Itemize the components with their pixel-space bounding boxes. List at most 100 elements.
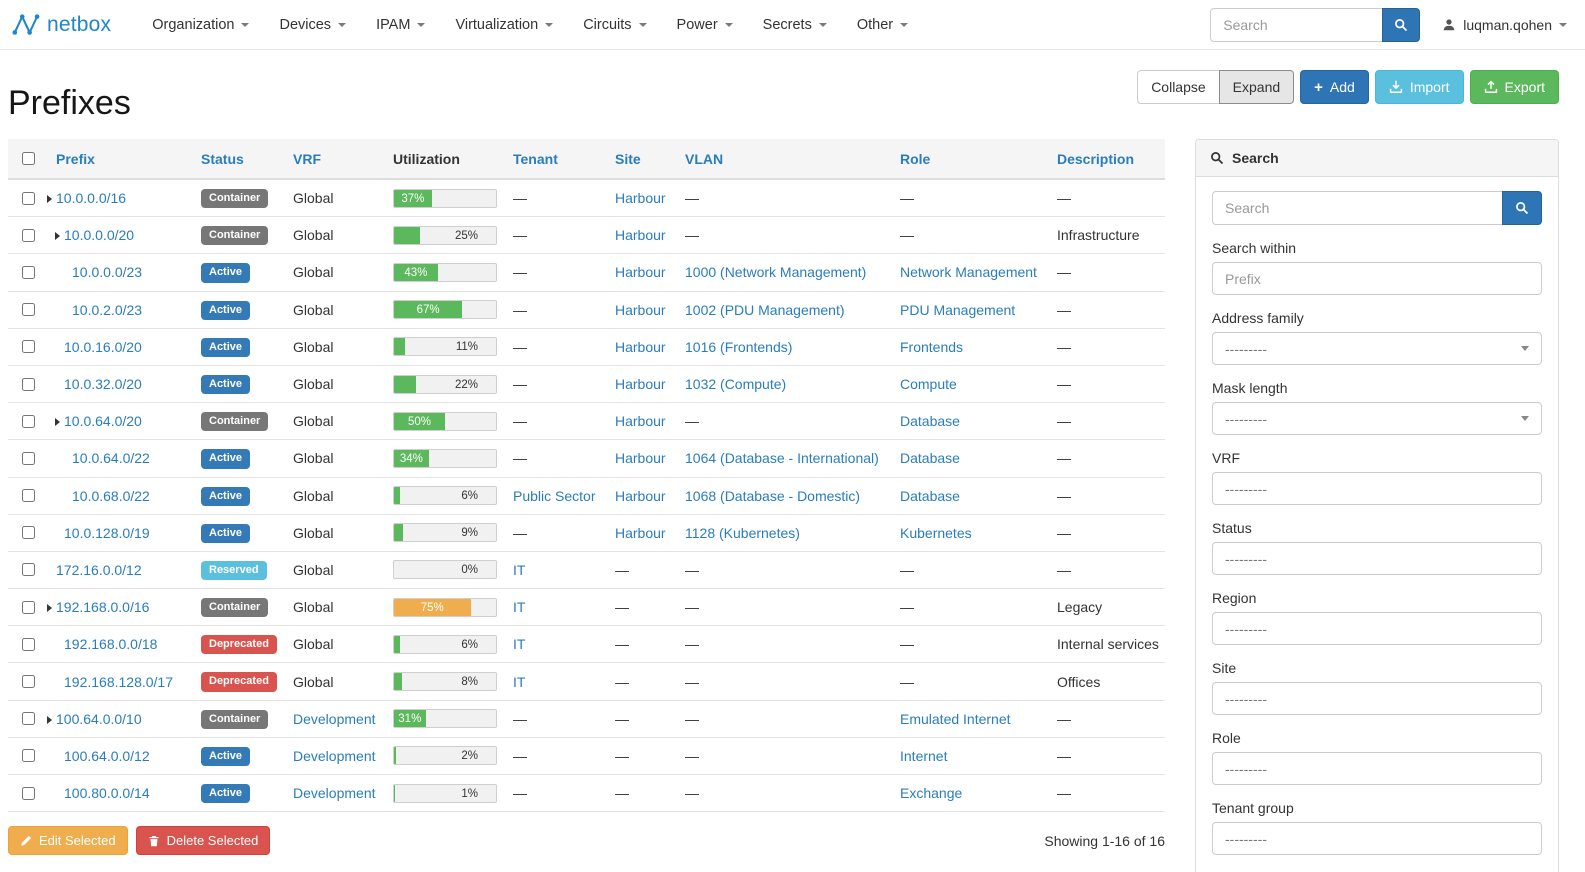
tenant-link[interactable]: IT <box>513 561 526 578</box>
site-link[interactable]: Harbour <box>615 227 666 244</box>
expand-toggle-icon[interactable] <box>47 195 52 204</box>
prefix-link[interactable]: 10.0.128.0/19 <box>64 524 150 541</box>
role-link[interactable]: Exchange <box>900 785 963 802</box>
prefix-link[interactable]: 10.0.64.0/22 <box>72 450 150 467</box>
row-checkbox[interactable] <box>22 451 35 465</box>
edit-selected-button[interactable]: Edit Selected <box>8 826 128 856</box>
import-button[interactable]: Import <box>1374 70 1464 104</box>
prefix-link[interactable]: 10.0.0.0/23 <box>72 264 143 281</box>
vlan-link[interactable]: 1068 (Database - Domestic) <box>685 487 861 504</box>
role-link[interactable]: Frontends <box>900 338 964 355</box>
filter-input-search-within[interactable] <box>1212 262 1542 295</box>
vrf-link[interactable]: Development <box>293 710 376 727</box>
tenant-link[interactable]: IT <box>513 636 526 653</box>
delete-selected-button[interactable]: Delete Selected <box>135 826 271 856</box>
row-checkbox[interactable] <box>22 749 35 763</box>
site-link[interactable]: Harbour <box>615 301 666 318</box>
prefix-link[interactable]: 10.0.64.0/20 <box>64 413 142 430</box>
site-link[interactable]: Harbour <box>615 524 666 541</box>
filter-search-input[interactable] <box>1212 191 1502 225</box>
prefix-link[interactable]: 10.0.32.0/20 <box>64 376 142 393</box>
expand-button[interactable]: Expand <box>1218 70 1295 104</box>
site-link[interactable]: Harbour <box>615 413 666 430</box>
export-button[interactable]: Export <box>1469 70 1559 104</box>
prefix-link[interactable]: 10.0.16.0/20 <box>64 338 142 355</box>
role-link[interactable]: Internet <box>900 747 948 764</box>
vrf-link[interactable]: Development <box>293 785 376 802</box>
row-checkbox[interactable] <box>22 191 35 205</box>
role-link[interactable]: Network Management <box>900 264 1037 281</box>
nav-item-devices[interactable]: Devices <box>264 0 361 50</box>
role-link[interactable]: Kubernetes <box>900 524 972 541</box>
site-link[interactable]: Harbour <box>615 376 666 393</box>
row-checkbox[interactable] <box>22 600 35 614</box>
row-checkbox[interactable] <box>22 563 35 577</box>
nav-item-secrets[interactable]: Secrets <box>748 0 842 50</box>
nav-item-virtualization[interactable]: Virtualization <box>440 0 568 50</box>
row-checkbox[interactable] <box>22 712 35 726</box>
row-checkbox[interactable] <box>22 340 35 354</box>
column-header-status[interactable]: Status <box>201 150 244 167</box>
nav-item-power[interactable]: Power <box>662 0 748 50</box>
filter-select-site[interactable]: --------- <box>1212 682 1542 715</box>
vlan-link[interactable]: 1128 (Kubernetes) <box>685 524 800 541</box>
role-link[interactable]: Database <box>900 487 960 504</box>
collapse-button[interactable]: Collapse <box>1137 70 1220 104</box>
prefix-link[interactable]: 192.168.0.0/18 <box>64 636 158 653</box>
vlan-link[interactable]: 1000 (Network Management) <box>685 264 867 281</box>
row-checkbox[interactable] <box>22 377 35 391</box>
row-checkbox[interactable] <box>22 414 35 428</box>
row-checkbox[interactable] <box>22 637 35 651</box>
tenant-link[interactable]: IT <box>513 673 526 690</box>
filter-select-status[interactable]: --------- <box>1212 542 1542 575</box>
global-search-input[interactable] <box>1210 7 1383 42</box>
prefix-link[interactable]: 10.0.0.0/16 <box>56 190 127 207</box>
select-all-checkbox[interactable] <box>22 152 35 165</box>
role-link[interactable]: Database <box>900 413 960 430</box>
nav-item-other[interactable]: Other <box>842 0 923 50</box>
column-header-prefix[interactable]: Prefix <box>56 150 95 167</box>
site-link[interactable]: Harbour <box>615 190 666 207</box>
netbox-logo[interactable]: netbox <box>10 12 111 38</box>
tenant-link[interactable]: IT <box>513 599 526 616</box>
nav-item-organization[interactable]: Organization <box>137 0 264 50</box>
column-header-vrf[interactable]: VRF <box>293 150 321 167</box>
prefix-link[interactable]: 10.0.2.0/23 <box>72 301 143 318</box>
site-link[interactable]: Harbour <box>615 487 666 504</box>
filter-select-region[interactable]: --------- <box>1212 612 1542 645</box>
role-link[interactable]: Database <box>900 450 960 467</box>
column-header-site[interactable]: Site <box>615 150 641 167</box>
filter-select-role[interactable]: --------- <box>1212 752 1542 785</box>
role-link[interactable]: Compute <box>900 376 957 393</box>
filter-select-address-family[interactable]: --------- <box>1212 332 1542 365</box>
column-header-tenant[interactable]: Tenant <box>513 150 558 167</box>
prefix-link[interactable]: 10.0.0.0/20 <box>64 227 135 244</box>
role-link[interactable]: PDU Management <box>900 301 1016 318</box>
user-menu[interactable]: luqman.qohen <box>1442 17 1567 33</box>
site-link[interactable]: Harbour <box>615 264 666 281</box>
vlan-link[interactable]: 1032 (Compute) <box>685 376 787 393</box>
row-checkbox[interactable] <box>22 265 35 279</box>
vlan-link[interactable]: 1064 (Database - International) <box>685 450 879 467</box>
filter-select-vrf[interactable]: --------- <box>1212 472 1542 505</box>
nav-item-circuits[interactable]: Circuits <box>568 0 661 50</box>
prefix-link[interactable]: 192.168.0.0/16 <box>56 599 150 616</box>
tenant-link[interactable]: Public Sector <box>513 487 596 504</box>
row-checkbox[interactable] <box>22 303 35 317</box>
add-button[interactable]: + Add <box>1300 70 1369 104</box>
prefix-link[interactable]: 10.0.68.0/22 <box>72 487 150 504</box>
column-header-role[interactable]: Role <box>900 150 931 167</box>
filter-select-tenant-group[interactable]: --------- <box>1212 822 1542 855</box>
global-search-button[interactable] <box>1382 7 1421 42</box>
expand-toggle-icon[interactable] <box>47 604 52 613</box>
row-checkbox[interactable] <box>22 526 35 540</box>
prefix-link[interactable]: 100.64.0.0/12 <box>64 747 150 764</box>
prefix-link[interactable]: 172.16.0.0/12 <box>56 561 142 578</box>
site-link[interactable]: Harbour <box>615 338 666 355</box>
filter-select-mask-length[interactable]: --------- <box>1212 402 1542 435</box>
site-link[interactable]: Harbour <box>615 450 666 467</box>
prefix-link[interactable]: 192.168.128.0/17 <box>64 673 173 690</box>
row-checkbox[interactable] <box>22 228 35 242</box>
nav-item-ipam[interactable]: IPAM <box>361 0 440 50</box>
expand-toggle-icon[interactable] <box>55 232 60 241</box>
